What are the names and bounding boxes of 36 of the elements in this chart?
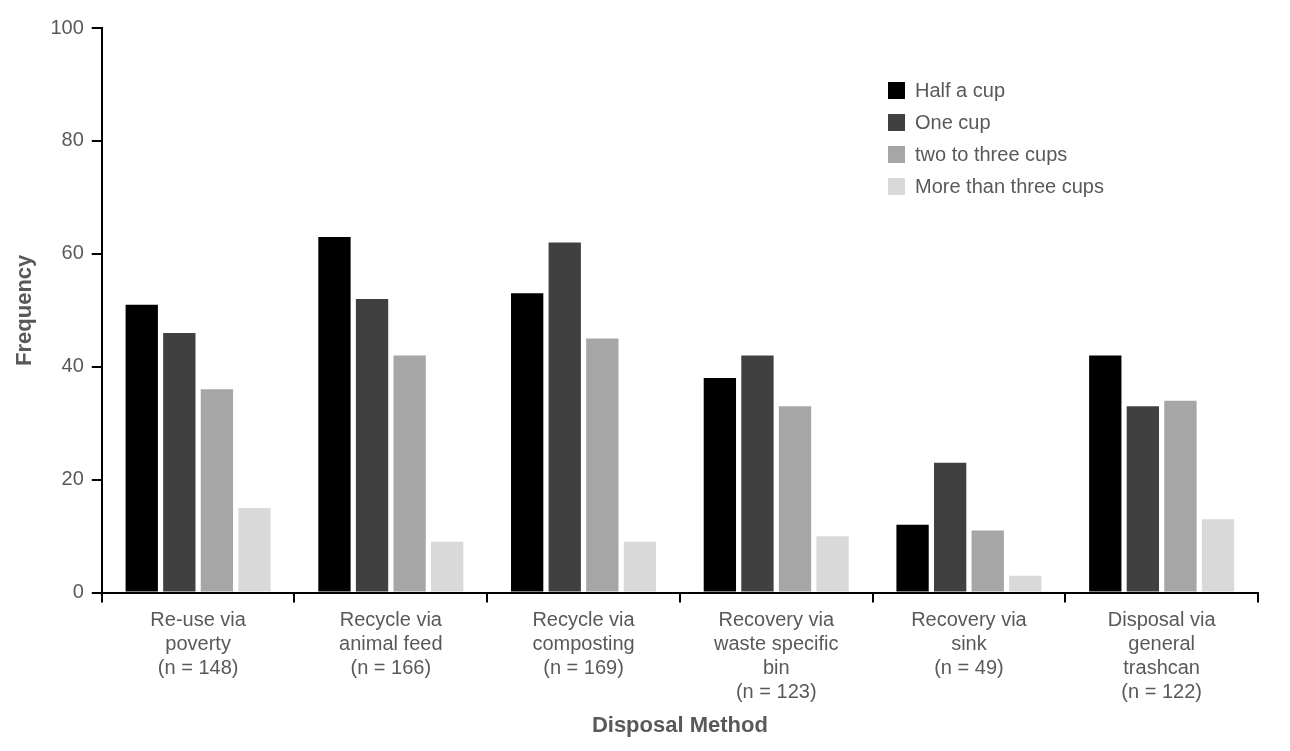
bar [1164,400,1197,592]
y-tick-label: 100 [50,15,84,38]
y-tick-label: 80 [61,128,84,151]
legend-label: More than three cups [915,174,1104,199]
bar [741,355,774,592]
bar [971,530,1004,592]
bar [238,507,271,592]
x-tick-label: Recovery via sink (n = 49) [911,608,1028,679]
bar [355,299,389,592]
legend-label: two to three cups [915,142,1068,167]
x-tick-label: Re-use via poverty (n = 148) [150,608,247,679]
bar [548,242,581,592]
x-tick-label: Disposal via general trashcan (n = 122) [1107,608,1217,703]
x-tick-label: Recovery via waste specific bin (n = 123) [712,608,839,703]
legend-label: One cup [915,110,991,135]
x-tick-label: Recycle via animal feed (n = 166) [339,608,443,679]
y-tick-label: 60 [61,241,84,264]
bar [1126,406,1160,592]
bar [586,338,619,592]
bar [778,406,812,592]
bar [163,332,196,592]
bar [934,462,967,592]
y-tick-label: 20 [61,467,84,490]
bar [393,355,426,592]
bar [1201,519,1235,592]
bar [200,389,234,592]
x-tick-label: Recycle via composting (n = 169) [532,608,636,679]
bar [816,536,849,592]
bar [623,541,657,592]
y-tick-label: 40 [61,354,84,377]
bar [431,541,464,592]
y-axis-title: Frequency [11,253,37,366]
x-axis-title: Disposal Method [591,711,768,737]
legend-label: Half a cup [915,78,1006,103]
bar [1009,575,1042,592]
y-tick-label: 0 [72,580,84,603]
